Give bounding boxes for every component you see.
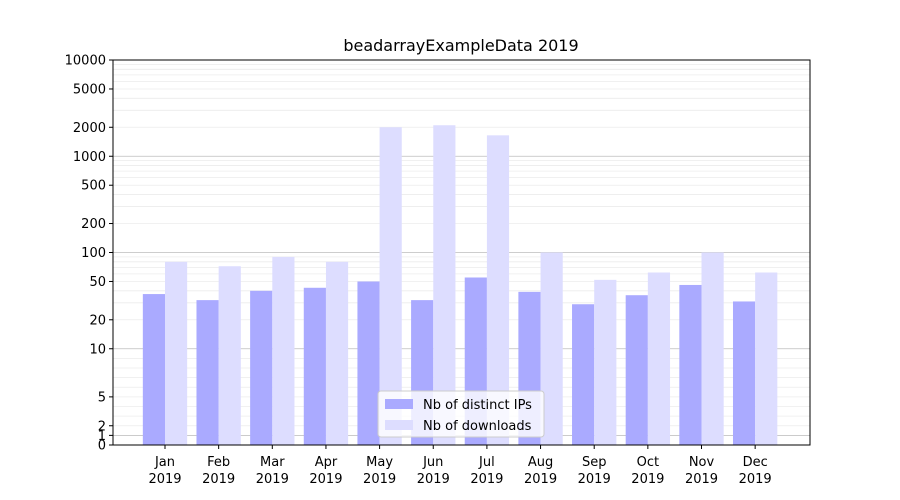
x-tick-label-year: 2019	[309, 472, 342, 487]
legend-label: Nb of downloads	[423, 419, 532, 434]
bar-distinct-ips	[732, 301, 756, 445]
x-tick-label-month: Apr	[315, 455, 338, 470]
bar-downloads	[701, 252, 724, 445]
bar-distinct-ips	[357, 281, 380, 445]
x-tick-label-month: Nov	[689, 455, 715, 470]
x-tick-label-month: Mar	[260, 455, 285, 470]
x-tick-label-year: 2019	[363, 472, 396, 487]
chart-title: beadarrayExampleData 2019	[343, 36, 578, 55]
bar-distinct-ips	[303, 287, 326, 445]
y-tick-label: 200	[81, 217, 106, 232]
x-tick-label-month: Feb	[207, 455, 230, 470]
y-tick-label: 2000	[73, 121, 106, 136]
x-tick-label-year: 2019	[470, 472, 503, 487]
legend-label: Nb of distinct IPs	[423, 398, 532, 413]
y-tick-label: 2	[98, 419, 106, 434]
x-tick-label-year: 2019	[148, 472, 181, 487]
legend: Nb of distinct IPs Nb of downloads	[377, 390, 545, 438]
bar-downloads	[379, 127, 402, 445]
x-tick-label-year: 2019	[417, 472, 450, 487]
y-axis: 012 5 10 20 50 100 200 500 1000 2000 5000 10000	[65, 54, 113, 454]
bar-distinct-ips	[142, 294, 165, 445]
x-tick-label-year: 2019	[524, 472, 557, 487]
x-tick-label-year: 2019	[256, 472, 289, 487]
bar-downloads	[218, 266, 241, 445]
bar-downloads	[433, 125, 456, 445]
bar-downloads	[272, 256, 295, 445]
x-tick-label-year: 2019	[685, 472, 718, 487]
x-tick-label-month: Jun	[422, 455, 443, 470]
x-tick-label-month: Aug	[528, 455, 553, 470]
y-tick-label: 500	[81, 179, 106, 194]
bar-distinct-ips	[572, 304, 595, 445]
y-tick-label: 5000	[73, 82, 106, 97]
bar-distinct-ips	[679, 284, 702, 445]
x-tick-label-month: Jul	[478, 455, 495, 470]
legend-swatch	[385, 420, 413, 430]
legend-box	[377, 390, 545, 438]
bar-downloads	[755, 272, 778, 445]
bar-downloads	[486, 135, 510, 445]
bar-downloads	[594, 279, 617, 445]
y-tick-label: 5	[98, 390, 106, 405]
y-tick-label: 10	[89, 342, 106, 357]
y-tick-label: 1000	[73, 150, 106, 165]
y-tick-label: 1	[98, 429, 106, 444]
x-axis: Jan 2019 Feb 2019 Mar 2019 Apr 2019 May 2019 Jun 20…	[148, 445, 772, 487]
bar-downloads	[325, 261, 349, 445]
y-tick-label: 0	[98, 439, 106, 454]
bar-downloads	[165, 261, 188, 445]
x-tick-label-month: May	[366, 455, 393, 470]
x-tick-label-year: 2019	[202, 472, 235, 487]
x-tick-label-month: Sep	[582, 455, 607, 470]
y-tick-label: 50	[89, 275, 106, 290]
bar-distinct-ips	[625, 295, 648, 445]
x-tick-label-year: 2019	[578, 472, 611, 487]
x-tick-label-month: Dec	[743, 455, 768, 470]
y-tick-label: 10000	[65, 54, 106, 69]
legend-swatch	[385, 399, 413, 409]
bar-downloads	[540, 252, 563, 445]
bar-distinct-ips	[250, 290, 273, 445]
x-tick-label-month: Oct	[637, 455, 659, 470]
x-tick-label-year: 2019	[631, 472, 664, 487]
y-tick-label: 20	[89, 313, 106, 328]
y-tick-label: 100	[81, 246, 106, 261]
x-tick-label-month: Jan	[154, 455, 175, 470]
x-tick-label-year: 2019	[739, 472, 772, 487]
bar-downloads	[647, 272, 671, 445]
bar-distinct-ips	[196, 300, 219, 445]
